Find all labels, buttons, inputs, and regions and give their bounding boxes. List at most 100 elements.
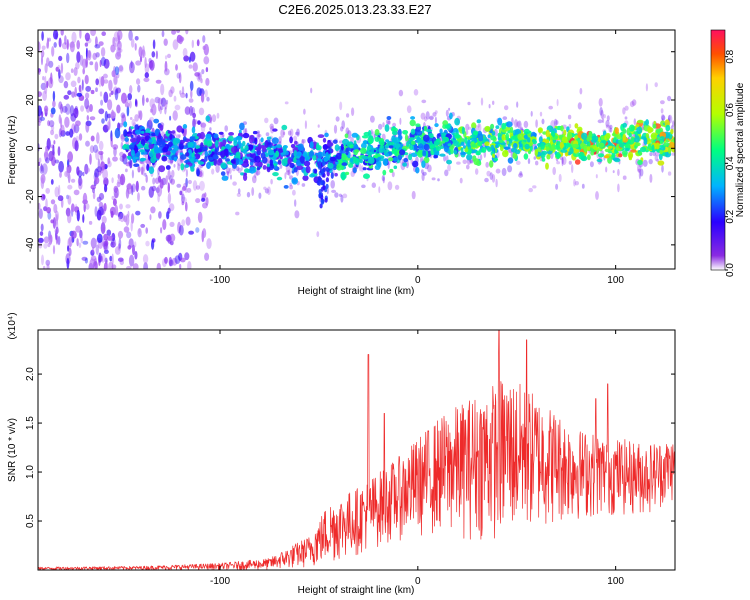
- spectrogram-blob: [142, 45, 145, 57]
- spectrogram-blob: [184, 252, 190, 261]
- spectrogram-blob: [71, 31, 77, 44]
- spectrogram-blob: [579, 87, 583, 95]
- spectrogram-blob: [378, 149, 383, 153]
- spectrogram-blob: [189, 80, 194, 91]
- spectrogram-blob: [144, 57, 147, 69]
- spectrogram-blob: [614, 127, 619, 135]
- spectrogram-blob: [656, 158, 659, 163]
- spectrogram-blob: [645, 133, 650, 139]
- spectrogram-blob: [359, 163, 362, 172]
- spectrogram-blob: [128, 30, 133, 41]
- spectrogram-blob: [242, 140, 246, 147]
- spectrogram-blob: [659, 139, 664, 145]
- spectrogram-blob: [64, 35, 67, 45]
- spectrogram-blob: [289, 175, 294, 180]
- spectrogram-blob: [427, 164, 432, 173]
- spectrogram-blob: [597, 153, 605, 158]
- spectrogram-blob: [389, 168, 394, 173]
- spectrogram-blob: [205, 67, 209, 73]
- spectrogram-blob: [237, 167, 242, 174]
- spectrogram-blob: [67, 184, 73, 190]
- spectrogram-blob: [58, 184, 61, 196]
- spectrogram-blob: [638, 170, 642, 180]
- spectrogram-blob: [41, 254, 44, 266]
- spectrogram-blob: [334, 172, 338, 177]
- spectrogram-blob: [371, 182, 376, 188]
- spectrogram-blob: [80, 235, 83, 244]
- spectrogram-blob: [108, 118, 111, 130]
- spectrogram-blob: [38, 237, 44, 243]
- spectrogram-blob: [200, 121, 203, 128]
- spectrogram-blob: [45, 259, 51, 266]
- spectrogram-blob: [341, 162, 348, 166]
- spectrogram-blob: [507, 165, 513, 173]
- spectrogram-blob: [270, 178, 273, 185]
- spectrogram-blob: [374, 129, 380, 136]
- spectrogram-blob: [170, 86, 175, 94]
- spectrogram-blob: [574, 134, 579, 140]
- spectrogram-blob: [560, 149, 568, 153]
- spectrogram-blob: [43, 243, 48, 249]
- spectrogram-blob: [202, 228, 207, 239]
- spectrogram-blob: [460, 141, 465, 146]
- spectrogram-blob: [205, 197, 209, 206]
- spectrogram-blob: [264, 140, 269, 149]
- spectrogram-blob: [112, 144, 119, 150]
- spectrogram-blob: [409, 119, 416, 127]
- spectrogram-blob: [617, 168, 620, 177]
- spectrogram-blob: [377, 156, 382, 161]
- spectrogram-blob: [384, 145, 390, 149]
- spectrogram-blob: [384, 124, 390, 132]
- spectrogram-blob: [204, 155, 208, 162]
- spectrogram-blob: [201, 69, 205, 75]
- spectrogram-blob: [213, 158, 218, 166]
- spectrogram-blob: [159, 106, 162, 115]
- spectrogram-blob: [492, 100, 495, 106]
- spectrogram-blob: [73, 189, 80, 196]
- spectrogram-blob: [73, 67, 78, 76]
- spectrogram-blob: [232, 181, 237, 186]
- spectrogram-blob: [94, 44, 101, 49]
- spectrogram-blob: [46, 263, 50, 269]
- spectrogram-blob: [467, 101, 471, 106]
- spectrogram-blob: [368, 156, 375, 164]
- spectrogram-blob: [40, 163, 43, 172]
- spectrogram-blob: [667, 171, 672, 176]
- spectrogram-blob: [169, 259, 174, 267]
- spectrogram-blob: [252, 130, 258, 135]
- spectrogram-blob: [622, 107, 626, 115]
- snr-y-tick-label: 0.5: [25, 514, 36, 528]
- spectrogram-blob: [648, 158, 653, 165]
- spectrogram-blob: [287, 169, 291, 176]
- spectrogram-blob: [121, 92, 127, 104]
- spectrogram-blob: [188, 230, 195, 235]
- spectrogram-blob: [116, 181, 121, 188]
- spectrogram-blob: [490, 135, 497, 141]
- colorbar-tick-label: 0.8: [725, 49, 736, 63]
- spectrogram-blob: [397, 128, 402, 137]
- spectrogram-blob: [38, 202, 41, 210]
- spectrogram-blob: [98, 108, 105, 115]
- spectrogram-blob: [98, 150, 104, 156]
- spectrogram-blob: [110, 241, 116, 248]
- spectrogram-blob: [75, 120, 81, 127]
- spectrogram-blob: [192, 62, 198, 72]
- spectrogram-blob: [361, 155, 369, 160]
- spectrogram-blob: [205, 133, 212, 139]
- spectrogram-blob: [293, 135, 298, 142]
- spectrogram-blob: [64, 103, 71, 115]
- spectrogram-blob: [433, 155, 439, 159]
- spectrogram-blob: [353, 157, 360, 164]
- spectrogram-blob: [574, 123, 579, 129]
- spectrogram-blob: [312, 155, 317, 161]
- spectrogram-blob: [258, 161, 263, 167]
- spectrogram-blob: [320, 186, 324, 192]
- spectrogram-blob: [59, 171, 62, 178]
- spectrogram-blob: [204, 252, 210, 261]
- spectrogram-blob: [203, 56, 210, 65]
- spectrogram-blob: [128, 254, 135, 267]
- spectrogram-blob: [484, 177, 489, 183]
- spectrogram-blob: [158, 175, 162, 183]
- spectrogram-blob: [290, 143, 296, 149]
- spectrogram-blob: [402, 130, 409, 135]
